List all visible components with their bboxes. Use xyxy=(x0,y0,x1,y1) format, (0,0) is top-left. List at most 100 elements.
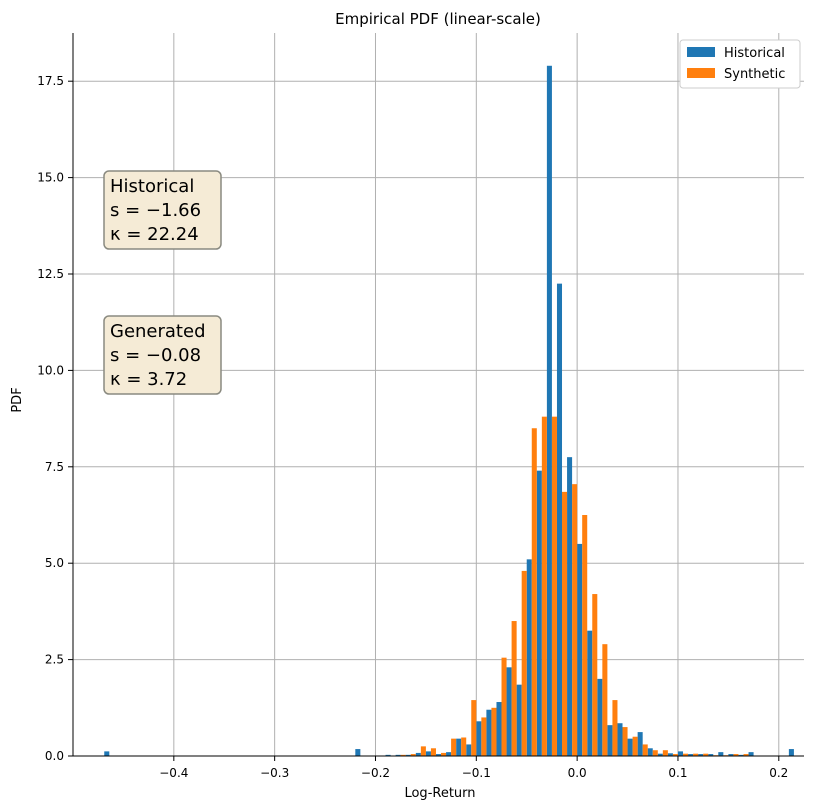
y-tick-label: 12.5 xyxy=(37,267,64,281)
historical-bar xyxy=(435,754,442,756)
historical-bar xyxy=(617,723,623,756)
synthetic-bar xyxy=(430,748,436,756)
synthetic-bar xyxy=(693,753,699,756)
y-tick-label: 10.0 xyxy=(37,363,64,377)
synthetic-bar xyxy=(592,594,598,756)
y-tick-label: 17.5 xyxy=(37,74,64,88)
synthetic-bar xyxy=(461,737,467,756)
historical-bar xyxy=(667,753,673,756)
historical-bar xyxy=(637,732,643,756)
synthetic-bar xyxy=(562,491,568,756)
synthetic-bar xyxy=(420,746,426,756)
synthetic-bar xyxy=(683,753,689,756)
historical-bar xyxy=(385,754,391,756)
synthetic-bar xyxy=(410,754,416,756)
x-axis-label: Log-Return xyxy=(404,786,475,801)
historical-bar xyxy=(657,753,663,756)
historical-bar xyxy=(748,752,754,756)
historical-bars xyxy=(104,65,794,756)
historical-bar xyxy=(486,709,492,756)
historical-bar xyxy=(597,678,603,756)
synthetic-bar xyxy=(551,416,557,756)
historical-bar xyxy=(546,65,552,756)
y-axis-label: PDF xyxy=(10,387,25,412)
historical-bar xyxy=(556,283,563,756)
synthetic-bar xyxy=(632,736,638,756)
historical-bar xyxy=(456,738,462,756)
x-ticks: −0.4 −0.3 −0.2 −0.1 0.0 0.1 0.2 xyxy=(159,756,788,780)
synthetic-bar xyxy=(743,754,749,756)
x-tick-label: 0.1 xyxy=(668,766,687,780)
synthetic-bar xyxy=(672,754,678,756)
historical-bar xyxy=(506,667,512,756)
chart-title: Empirical PDF (linear-scale) xyxy=(335,10,541,28)
historical-bar xyxy=(567,457,573,756)
y-tick-label: 5.0 xyxy=(45,556,64,570)
historical-bar xyxy=(446,752,452,756)
synthetic-bar xyxy=(400,754,406,756)
historical-bar xyxy=(738,754,744,756)
historical-bar xyxy=(466,744,472,756)
historical-bar xyxy=(788,749,794,756)
synthetic-bar xyxy=(622,727,628,756)
synthetic-bar xyxy=(501,657,507,756)
x-tick-label: −0.4 xyxy=(159,766,188,780)
annotation-generated-title: Generated xyxy=(110,321,206,342)
historical-bar xyxy=(395,754,401,756)
y-tick-label: 0.0 xyxy=(45,749,64,763)
historical-bar xyxy=(728,754,734,756)
x-tick-label: −0.2 xyxy=(361,766,390,780)
synthetic-bar xyxy=(652,750,658,756)
annotation-box-historical xyxy=(103,170,222,250)
y-ticks: 0.0 2.5 5.0 7.5 10.0 12.5 15.0 17.5 xyxy=(37,74,73,763)
historical-bar xyxy=(647,748,653,756)
historical-bar xyxy=(355,749,361,756)
annotation-generated-skew: s = −0.08 xyxy=(110,345,201,366)
synthetic-bar xyxy=(733,754,739,756)
historical-bar xyxy=(688,754,694,756)
x-tick-label: −0.3 xyxy=(260,766,289,780)
synthetic-bar xyxy=(572,484,578,756)
legend-swatch-synthetic xyxy=(687,68,715,78)
legend-label-synthetic: Synthetic xyxy=(724,67,785,82)
historical-bar xyxy=(415,752,421,756)
y-tick-label: 7.5 xyxy=(45,460,64,474)
historical-bar xyxy=(104,751,110,756)
synthetic-bar xyxy=(662,750,668,756)
historical-bar xyxy=(698,754,704,756)
annotation-box-generated xyxy=(103,315,222,395)
synthetic-bar xyxy=(531,428,537,756)
historical-bar xyxy=(536,470,542,756)
synthetic-bar xyxy=(521,570,527,756)
historical-bar xyxy=(496,702,502,756)
x-tick-label: 0.2 xyxy=(769,766,788,780)
historical-bar xyxy=(405,754,411,756)
historical-bar xyxy=(476,721,482,756)
x-tick-label: −0.1 xyxy=(462,766,491,780)
synthetic-bar xyxy=(602,644,608,756)
synthetic-bar xyxy=(471,700,477,756)
synthetic-bar xyxy=(511,621,517,756)
annotation-historical-title: Historical xyxy=(110,176,194,197)
synthetic-bar xyxy=(703,753,709,756)
legend: Historical Synthetic xyxy=(679,39,801,89)
legend-label-historical: Historical xyxy=(724,46,785,61)
historical-bar xyxy=(425,751,431,756)
synthetic-bar xyxy=(451,738,457,756)
historical-bar xyxy=(516,684,522,756)
historical-bar xyxy=(587,630,593,756)
historical-bar xyxy=(607,725,613,756)
historical-bar xyxy=(718,752,724,756)
annotation-historical: Historical s = −1.66 κ = 22.24 xyxy=(103,170,222,250)
synthetic-bar xyxy=(612,700,618,756)
y-tick-label: 15.0 xyxy=(37,171,64,185)
historical-bar xyxy=(526,559,532,756)
historical-bar xyxy=(577,543,583,756)
legend-swatch-historical xyxy=(687,47,715,57)
synthetic-bars xyxy=(400,416,749,756)
synthetic-bar xyxy=(541,416,547,756)
synthetic-bar xyxy=(642,744,648,756)
y-tick-label: 2.5 xyxy=(45,653,64,667)
annotation-historical-kurtosis: κ = 22.24 xyxy=(110,224,199,245)
annotation-generated-kurtosis: κ = 3.72 xyxy=(110,369,187,390)
